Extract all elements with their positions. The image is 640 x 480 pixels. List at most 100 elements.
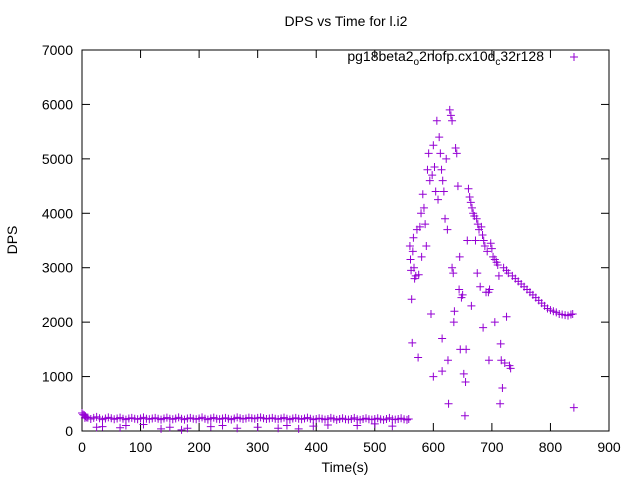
data-point [80, 413, 89, 422]
data-point [504, 269, 513, 278]
data-point [450, 307, 459, 316]
data-point [441, 214, 450, 223]
data-point [569, 403, 578, 412]
data-point [449, 318, 458, 327]
data-point [446, 111, 455, 120]
x-tick-label: 400 [305, 439, 329, 455]
y-tick-label: 1000 [42, 369, 73, 385]
data-point [438, 334, 447, 343]
y-tick-label: 2000 [42, 314, 73, 330]
data-point [566, 310, 575, 319]
data-point [419, 203, 428, 212]
data-point [409, 233, 418, 242]
data-point [414, 353, 423, 362]
data-point [431, 187, 440, 196]
legend: pg18beta2o2nofp.cx10dc32r128 [347, 48, 578, 68]
data-point [466, 198, 475, 207]
data-point [494, 271, 503, 280]
data-point [244, 413, 253, 422]
data-point [453, 182, 462, 191]
data-point [209, 413, 218, 422]
data-point [465, 192, 474, 201]
data-point [407, 295, 416, 304]
data-point [484, 356, 493, 365]
data-point [464, 184, 473, 193]
data-point [177, 425, 186, 434]
data-point [496, 339, 505, 348]
data-point [98, 422, 107, 431]
data-point [315, 414, 324, 423]
data-point [476, 282, 485, 291]
data-point [309, 422, 318, 431]
data-point [274, 424, 283, 433]
data-point [449, 269, 458, 278]
data-point [428, 171, 437, 180]
data-point [506, 364, 515, 373]
data-point [227, 415, 236, 424]
legend-marker-plus [570, 53, 578, 61]
data-point [268, 413, 277, 422]
data-point [239, 415, 248, 424]
data-point [388, 422, 397, 431]
data-point [473, 269, 482, 278]
data-point [434, 195, 443, 204]
data-point [233, 424, 242, 433]
data-point [294, 424, 303, 433]
data-point [429, 372, 438, 381]
data-point [455, 285, 464, 294]
data-point [370, 419, 379, 428]
data-point [253, 423, 262, 432]
data-point [463, 236, 472, 245]
data-point [326, 413, 335, 422]
data-point [233, 413, 242, 422]
x-axis-ticks: 0 100 200 300 400 500 600 700 800 900 [78, 50, 621, 455]
data-point [479, 323, 488, 332]
data-point [459, 369, 468, 378]
data-point [422, 241, 431, 250]
data-point [280, 413, 289, 422]
data-point [485, 285, 494, 294]
data-point [478, 231, 487, 240]
chart-title: DPS vs Time for l.i2 [285, 13, 408, 29]
data-point [221, 413, 230, 422]
data-point [139, 420, 148, 429]
data-point [391, 415, 400, 424]
x-tick-label: 500 [363, 439, 387, 455]
data-point [408, 247, 417, 256]
data-point [127, 413, 136, 422]
data-point [408, 338, 417, 347]
data-point [421, 220, 430, 229]
data-point [344, 415, 353, 424]
data-point [151, 413, 160, 422]
data-point [215, 415, 224, 424]
data-point [321, 415, 330, 424]
data-point [192, 415, 201, 424]
data-point [414, 270, 423, 279]
data-point [455, 252, 464, 261]
data-point [218, 421, 227, 430]
data-point [356, 415, 365, 424]
data-point [405, 241, 414, 250]
data-point [451, 143, 460, 152]
data-point [480, 241, 489, 250]
data-point [186, 413, 195, 422]
data-point [104, 413, 113, 422]
data-point [437, 165, 446, 174]
data-point [483, 247, 492, 256]
data-point [500, 358, 509, 367]
data-point [174, 413, 183, 422]
data-point [406, 255, 415, 264]
data-point [424, 149, 433, 158]
x-tick-label: 700 [480, 439, 504, 455]
data-point [133, 415, 142, 424]
y-tick-label: 5000 [42, 151, 73, 167]
x-axis-label: Time(s) [322, 459, 369, 475]
data-point [410, 263, 419, 272]
data-point [338, 414, 347, 423]
data-point [430, 163, 439, 172]
data-point [183, 424, 192, 433]
data-point [462, 345, 471, 354]
data-point [165, 423, 174, 432]
x-tick-label: 0 [78, 439, 86, 455]
data-point [443, 356, 452, 365]
